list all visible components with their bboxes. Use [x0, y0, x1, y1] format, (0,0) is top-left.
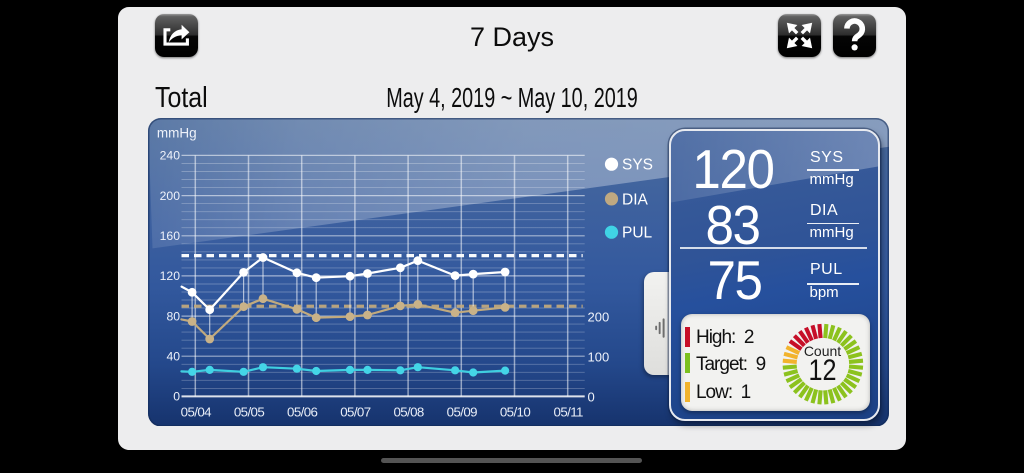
svg-text:05/10: 05/10 — [499, 404, 529, 419]
svg-text:05/08: 05/08 — [393, 404, 423, 419]
svg-text:05/06: 05/06 — [287, 404, 317, 419]
svg-text:40: 40 — [166, 349, 180, 363]
svg-text:0: 0 — [587, 389, 594, 404]
svg-text:DIA: DIA — [622, 191, 649, 208]
svg-text:0: 0 — [173, 389, 180, 403]
svg-text:mmHg: mmHg — [156, 125, 196, 140]
svg-text:PUL: PUL — [622, 224, 653, 241]
svg-text:05/05: 05/05 — [233, 404, 263, 419]
svg-text:240: 240 — [159, 148, 180, 162]
svg-text:200: 200 — [587, 309, 609, 324]
svg-text:100: 100 — [587, 349, 609, 364]
svg-text:160: 160 — [159, 229, 180, 243]
svg-text:200: 200 — [159, 188, 180, 202]
svg-text:05/04: 05/04 — [180, 404, 210, 419]
svg-text:120: 120 — [159, 269, 180, 283]
svg-text:05/07: 05/07 — [340, 404, 370, 419]
svg-text:05/11: 05/11 — [553, 404, 582, 419]
svg-text:80: 80 — [166, 309, 180, 323]
svg-text:05/09: 05/09 — [446, 404, 476, 419]
svg-text:SYS: SYS — [622, 156, 653, 173]
